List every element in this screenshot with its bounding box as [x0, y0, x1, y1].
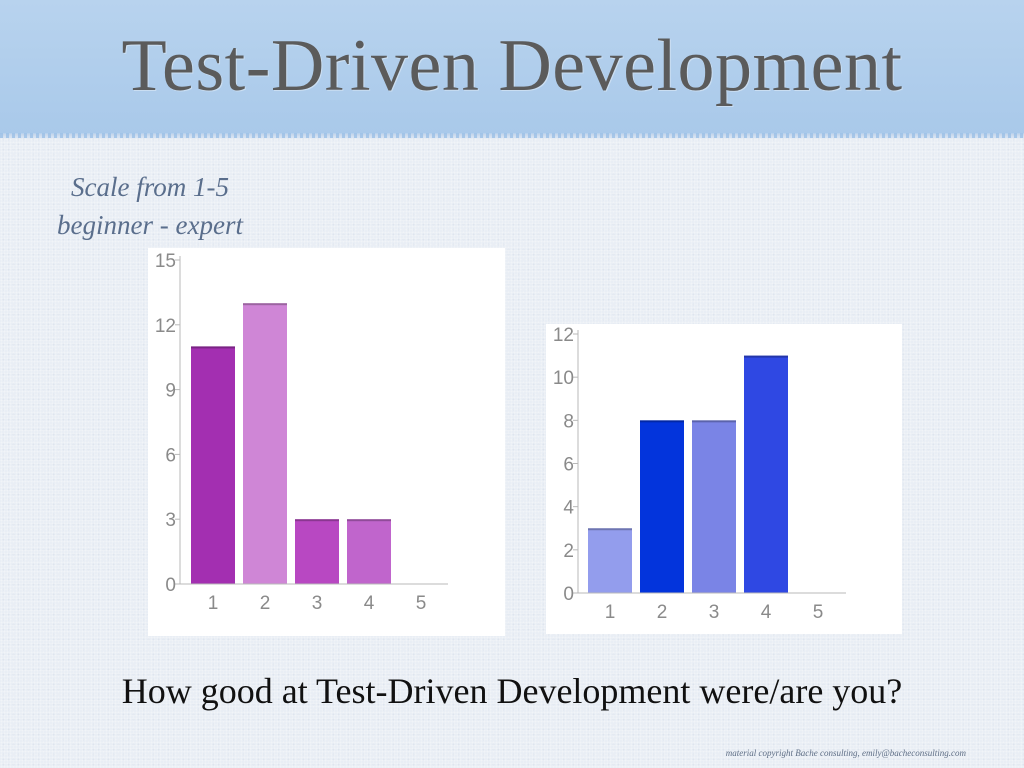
scale-note-line1: Scale from 1-5: [71, 172, 229, 202]
bar-0-3: [295, 519, 339, 584]
y-tick-label-1-12: 12: [553, 325, 574, 346]
bar-0-4: [347, 519, 391, 584]
y-tick-label-1-10: 10: [553, 368, 574, 389]
y-tick-label-0-9: 9: [165, 381, 176, 402]
y-tick-label-1-4: 4: [563, 498, 574, 519]
question-text: How good at Test-Driven Development were…: [121, 671, 903, 711]
y-tick-label-0-12: 12: [155, 316, 176, 337]
y-tick-label-1-6: 6: [563, 455, 574, 476]
x-tick-label-1-4: 4: [761, 602, 772, 623]
x-tick-label-0-5: 5: [416, 593, 427, 614]
bar-top-1-3: [692, 420, 736, 423]
title-band: [0, 0, 1024, 138]
y-tick-label-0-3: 3: [165, 510, 176, 531]
bar-top-1-1: [588, 528, 632, 531]
y-tick-label-0-6: 6: [165, 445, 176, 466]
bar-0-2: [243, 303, 287, 584]
bar-0-1: [191, 346, 235, 584]
y-tick-label-1-8: 8: [563, 411, 574, 432]
x-tick-label-1-1: 1: [605, 602, 616, 623]
bar-top-0-4: [347, 519, 391, 522]
chart-right: 0 2 4 6 8 10 12 1 2 3 4 5: [546, 324, 902, 634]
x-tick-label-1-5: 5: [813, 602, 824, 623]
bar-top-0-1: [191, 346, 235, 349]
x-tick-label-0-4: 4: [364, 593, 375, 614]
bar-top-0-2: [243, 303, 287, 306]
copyright-note: material copyright Bache consulting, emi…: [725, 748, 966, 758]
bar-top-0-3: [295, 519, 339, 522]
y-tick-label-0-15: 15: [155, 251, 176, 272]
y-tick-label-0-0: 0: [165, 575, 176, 596]
y-tick-label-1-0: 0: [563, 584, 574, 605]
y-tick-label-1-2: 2: [563, 541, 574, 562]
x-tick-label-1-3: 3: [709, 602, 720, 623]
slide-title: Test-Driven Development: [121, 25, 903, 107]
x-tick-label-1-2: 2: [657, 602, 668, 623]
bar-1-1: [588, 528, 632, 593]
chart-left: 0 3 6 9 12 15 1 2 3 4 5: [148, 248, 505, 636]
scale-note: Scale from 1-5 beginner - expert: [40, 168, 260, 244]
x-tick-label-0-3: 3: [312, 593, 323, 614]
scale-note-line2: beginner - expert: [57, 210, 243, 240]
bar-top-1-4: [744, 355, 788, 358]
x-tick-label-0-2: 2: [260, 593, 271, 614]
bar-1-2: [640, 420, 684, 593]
x-tick-label-0-1: 1: [208, 593, 219, 614]
bar-top-1-2: [640, 420, 684, 423]
bar-1-3: [692, 420, 736, 593]
bar-1-4: [744, 355, 788, 593]
